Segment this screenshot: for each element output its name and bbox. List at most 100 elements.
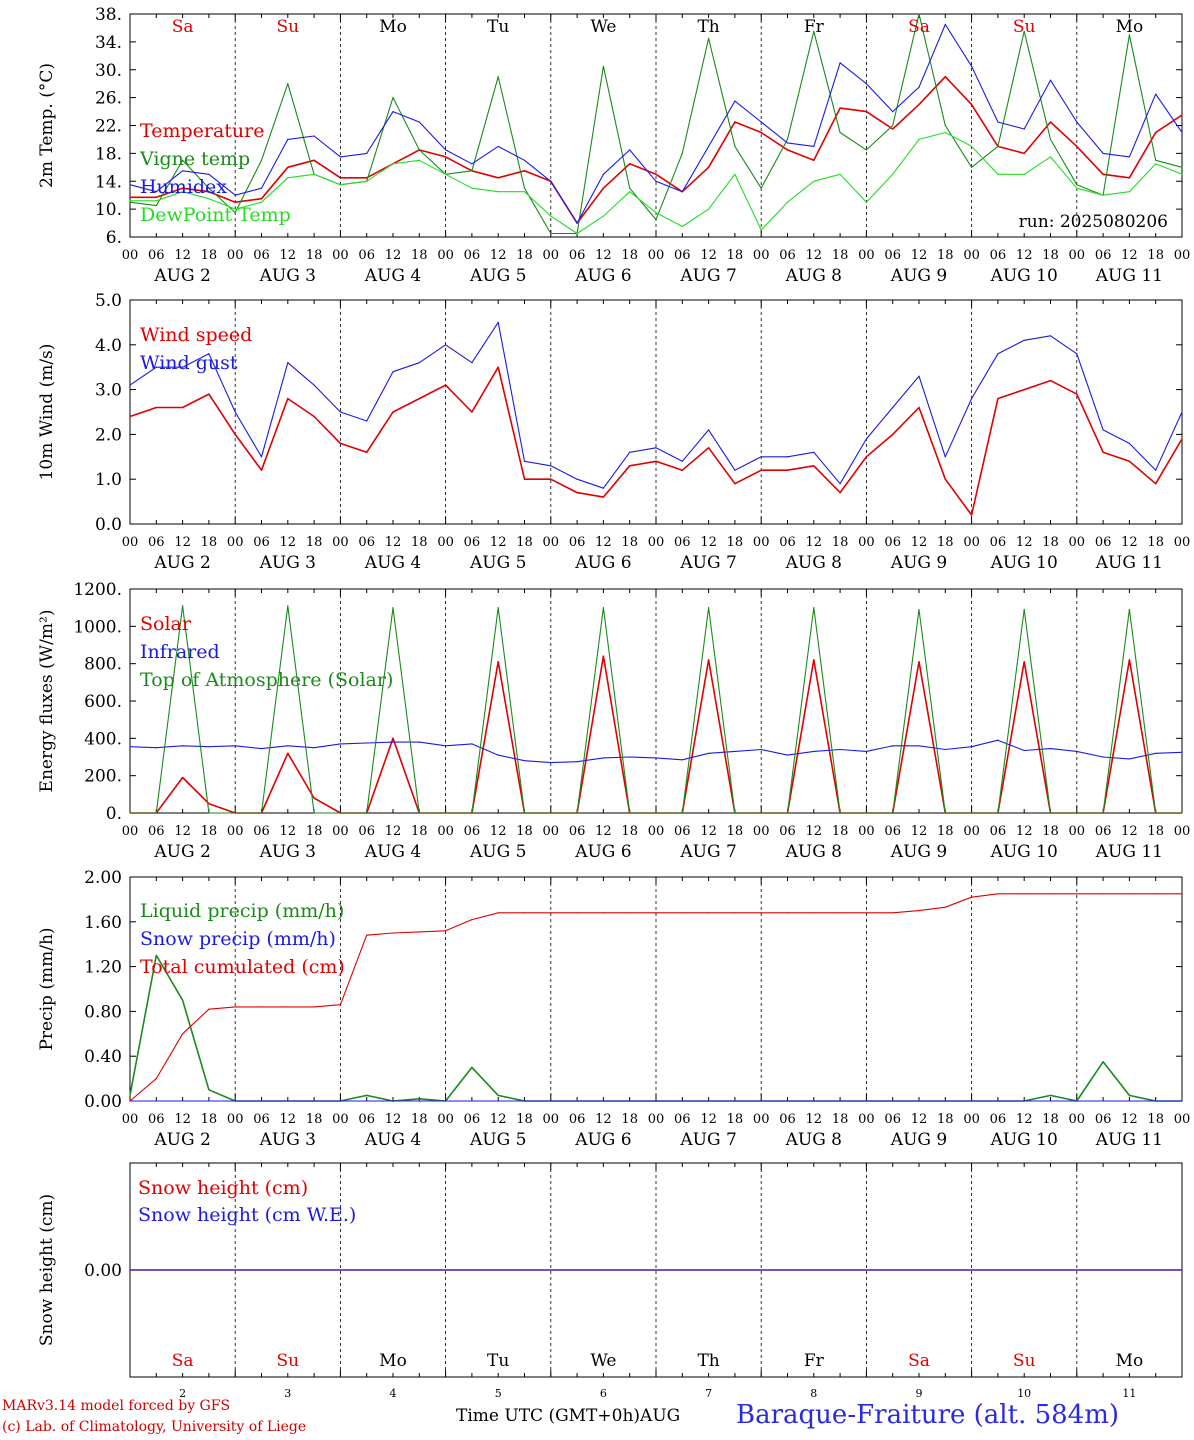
- day-name-label: Sa: [172, 17, 194, 37]
- data-point: [786, 912, 789, 914]
- data-point: [708, 752, 710, 754]
- day-number-label: 8: [810, 1387, 817, 1400]
- data-point: [155, 366, 157, 368]
- hour-tick-label: 12: [700, 824, 717, 839]
- hour-tick-label: 06: [990, 248, 1007, 263]
- y-tick-label: 30.: [95, 61, 122, 81]
- time-axis-label: Time UTC (GMT+0h): [456, 1406, 641, 1426]
- data-point: [313, 384, 315, 386]
- hour-tick-label: 18: [832, 1112, 849, 1127]
- hour-tick-label: 06: [674, 535, 691, 550]
- data-point: [813, 30, 815, 32]
- day-name-label: Mo: [379, 1351, 407, 1371]
- data-point: [155, 954, 157, 957]
- data-point: [182, 170, 184, 172]
- hour-tick-label: 06: [779, 248, 796, 263]
- data-point: [497, 1094, 499, 1096]
- data-point: [576, 232, 578, 235]
- day-name-label: Su: [276, 17, 299, 37]
- data-point: [418, 398, 420, 400]
- data-point: [260, 1100, 263, 1102]
- data-point: [1181, 411, 1183, 413]
- date-label: AUG 10: [990, 842, 1058, 862]
- data-point: [129, 196, 131, 198]
- data-point: [944, 131, 946, 134]
- date-label: AUG 5: [469, 553, 526, 573]
- data-point: [445, 812, 447, 814]
- y-tick-label: 1.60: [84, 913, 122, 933]
- hour-tick-label: 00: [1069, 824, 1086, 839]
- hour-tick-label: 18: [1042, 535, 1059, 550]
- data-point: [418, 741, 420, 743]
- data-point: [1076, 353, 1078, 355]
- data-point: [234, 411, 236, 413]
- data-point: [1023, 30, 1025, 32]
- data-point: [655, 447, 657, 449]
- data-point: [339, 177, 341, 179]
- hour-tick-label: 06: [884, 535, 901, 550]
- hour-tick-label: 12: [911, 535, 928, 550]
- data-point: [602, 215, 605, 217]
- hour-tick-label: 00: [543, 535, 560, 550]
- data-point: [208, 1100, 210, 1102]
- data-point: [155, 205, 157, 207]
- data-point: [418, 121, 420, 123]
- hour-tick-label: 06: [464, 535, 481, 550]
- data-point: [839, 912, 841, 914]
- data-point: [392, 607, 394, 609]
- date-label: AUG 9: [890, 842, 947, 862]
- hour-tick-label: 06: [1095, 1112, 1112, 1127]
- data-point: [602, 496, 605, 498]
- data-point: [734, 145, 736, 147]
- data-point: [208, 1008, 210, 1010]
- data-point: [865, 438, 868, 440]
- data-point: [1181, 438, 1183, 440]
- data-point: [392, 737, 394, 739]
- data-point: [1076, 750, 1078, 753]
- hour-tick-label: 18: [832, 824, 849, 839]
- data-point: [918, 406, 920, 409]
- data-point: [734, 469, 736, 471]
- data-point: [892, 173, 894, 175]
- hour-tick-label: 00: [437, 824, 454, 839]
- hour-tick-label: 18: [1147, 1112, 1164, 1127]
- hour-tick-label: 12: [280, 248, 297, 263]
- hour-tick-label: 00: [963, 1112, 980, 1127]
- y-tick-label: 0.00: [84, 1261, 122, 1281]
- day-name-label: Mo: [379, 17, 407, 37]
- data-point: [366, 812, 368, 814]
- station-label: Baraque-Fraiture (alt. 584m): [736, 1400, 1120, 1430]
- hour-tick-label: 06: [779, 1112, 796, 1127]
- data-point: [339, 156, 341, 158]
- data-point: [1155, 752, 1157, 754]
- hour-tick-label: 12: [385, 824, 402, 839]
- y-axis-label: Precip (mm/h): [37, 927, 57, 1050]
- hour-tick-label: 12: [1016, 1112, 1033, 1127]
- day-name-label: Su: [1013, 1351, 1036, 1371]
- date-label: AUG 7: [679, 266, 736, 286]
- data-point: [681, 225, 683, 228]
- date-label: AUG 5: [469, 842, 526, 862]
- data-point: [813, 159, 815, 161]
- hour-tick-label: 12: [280, 824, 297, 839]
- data-point: [681, 191, 683, 193]
- hour-tick-label: 06: [253, 535, 270, 550]
- data-point: [339, 1004, 341, 1006]
- data-point: [339, 411, 341, 413]
- data-point: [234, 201, 236, 203]
- y-tick-label: 3.0: [95, 381, 122, 401]
- data-point: [392, 371, 394, 373]
- data-point: [1023, 749, 1025, 752]
- data-point: [576, 478, 578, 480]
- data-point: [418, 1100, 420, 1102]
- data-point: [392, 1100, 394, 1102]
- data-point: [708, 145, 710, 147]
- data-point: [786, 456, 789, 458]
- data-point: [1049, 1094, 1052, 1096]
- hour-tick-label: 18: [1147, 824, 1164, 839]
- data-point: [971, 812, 973, 814]
- data-point: [971, 145, 973, 147]
- data-point: [865, 750, 868, 753]
- data-point: [418, 812, 420, 814]
- data-point: [839, 483, 841, 485]
